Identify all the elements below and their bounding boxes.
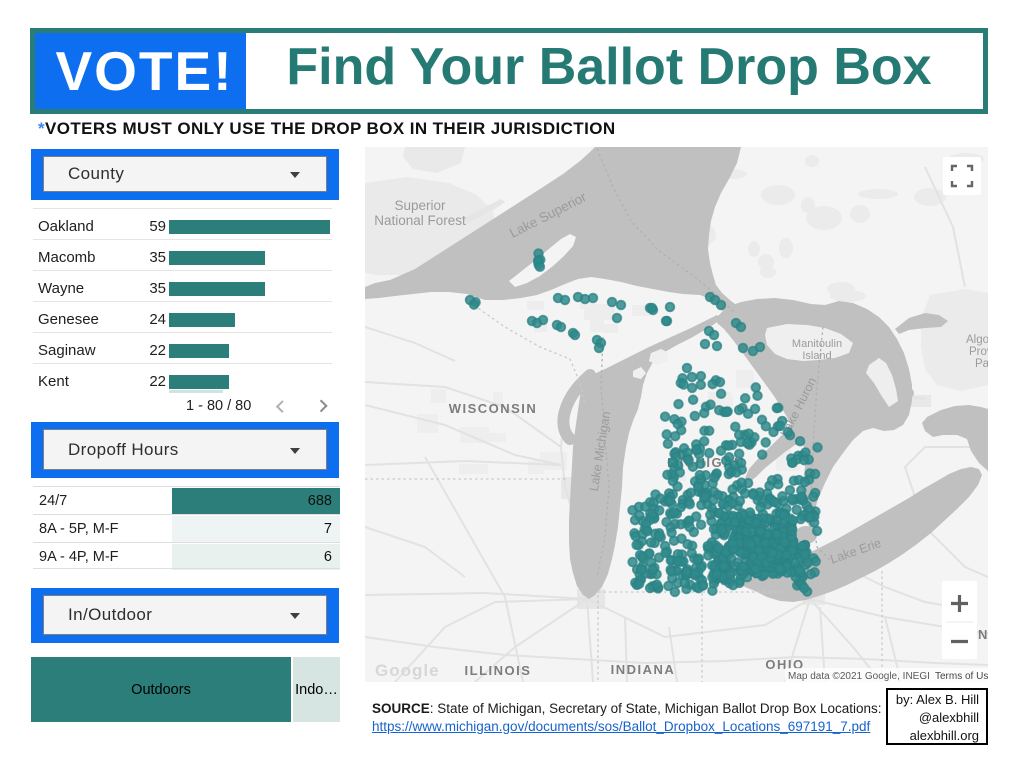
svg-text:Superior: Superior xyxy=(394,198,446,213)
svg-text:N: N xyxy=(978,627,988,642)
svg-text:Manitoulin: Manitoulin xyxy=(792,338,842,350)
svg-text:Terms of Use: Terms of Use xyxy=(935,671,988,682)
svg-text:Algonq: Algonq xyxy=(966,334,988,346)
svg-text:National Forest: National Forest xyxy=(374,213,466,228)
svg-text:Park: Park xyxy=(975,358,988,370)
svg-text:WISCONSIN: WISCONSIN xyxy=(449,401,538,416)
svg-text:INDIANA: INDIANA xyxy=(611,662,676,677)
svg-text:Island: Island xyxy=(802,350,831,362)
svg-text:Provinc: Provinc xyxy=(969,346,988,358)
svg-text:Map data ©2021 Google, INEGI: Map data ©2021 Google, INEGI xyxy=(788,671,930,682)
svg-text:Google: Google xyxy=(375,661,440,680)
svg-text:ILLINOIS: ILLINOIS xyxy=(465,663,532,678)
